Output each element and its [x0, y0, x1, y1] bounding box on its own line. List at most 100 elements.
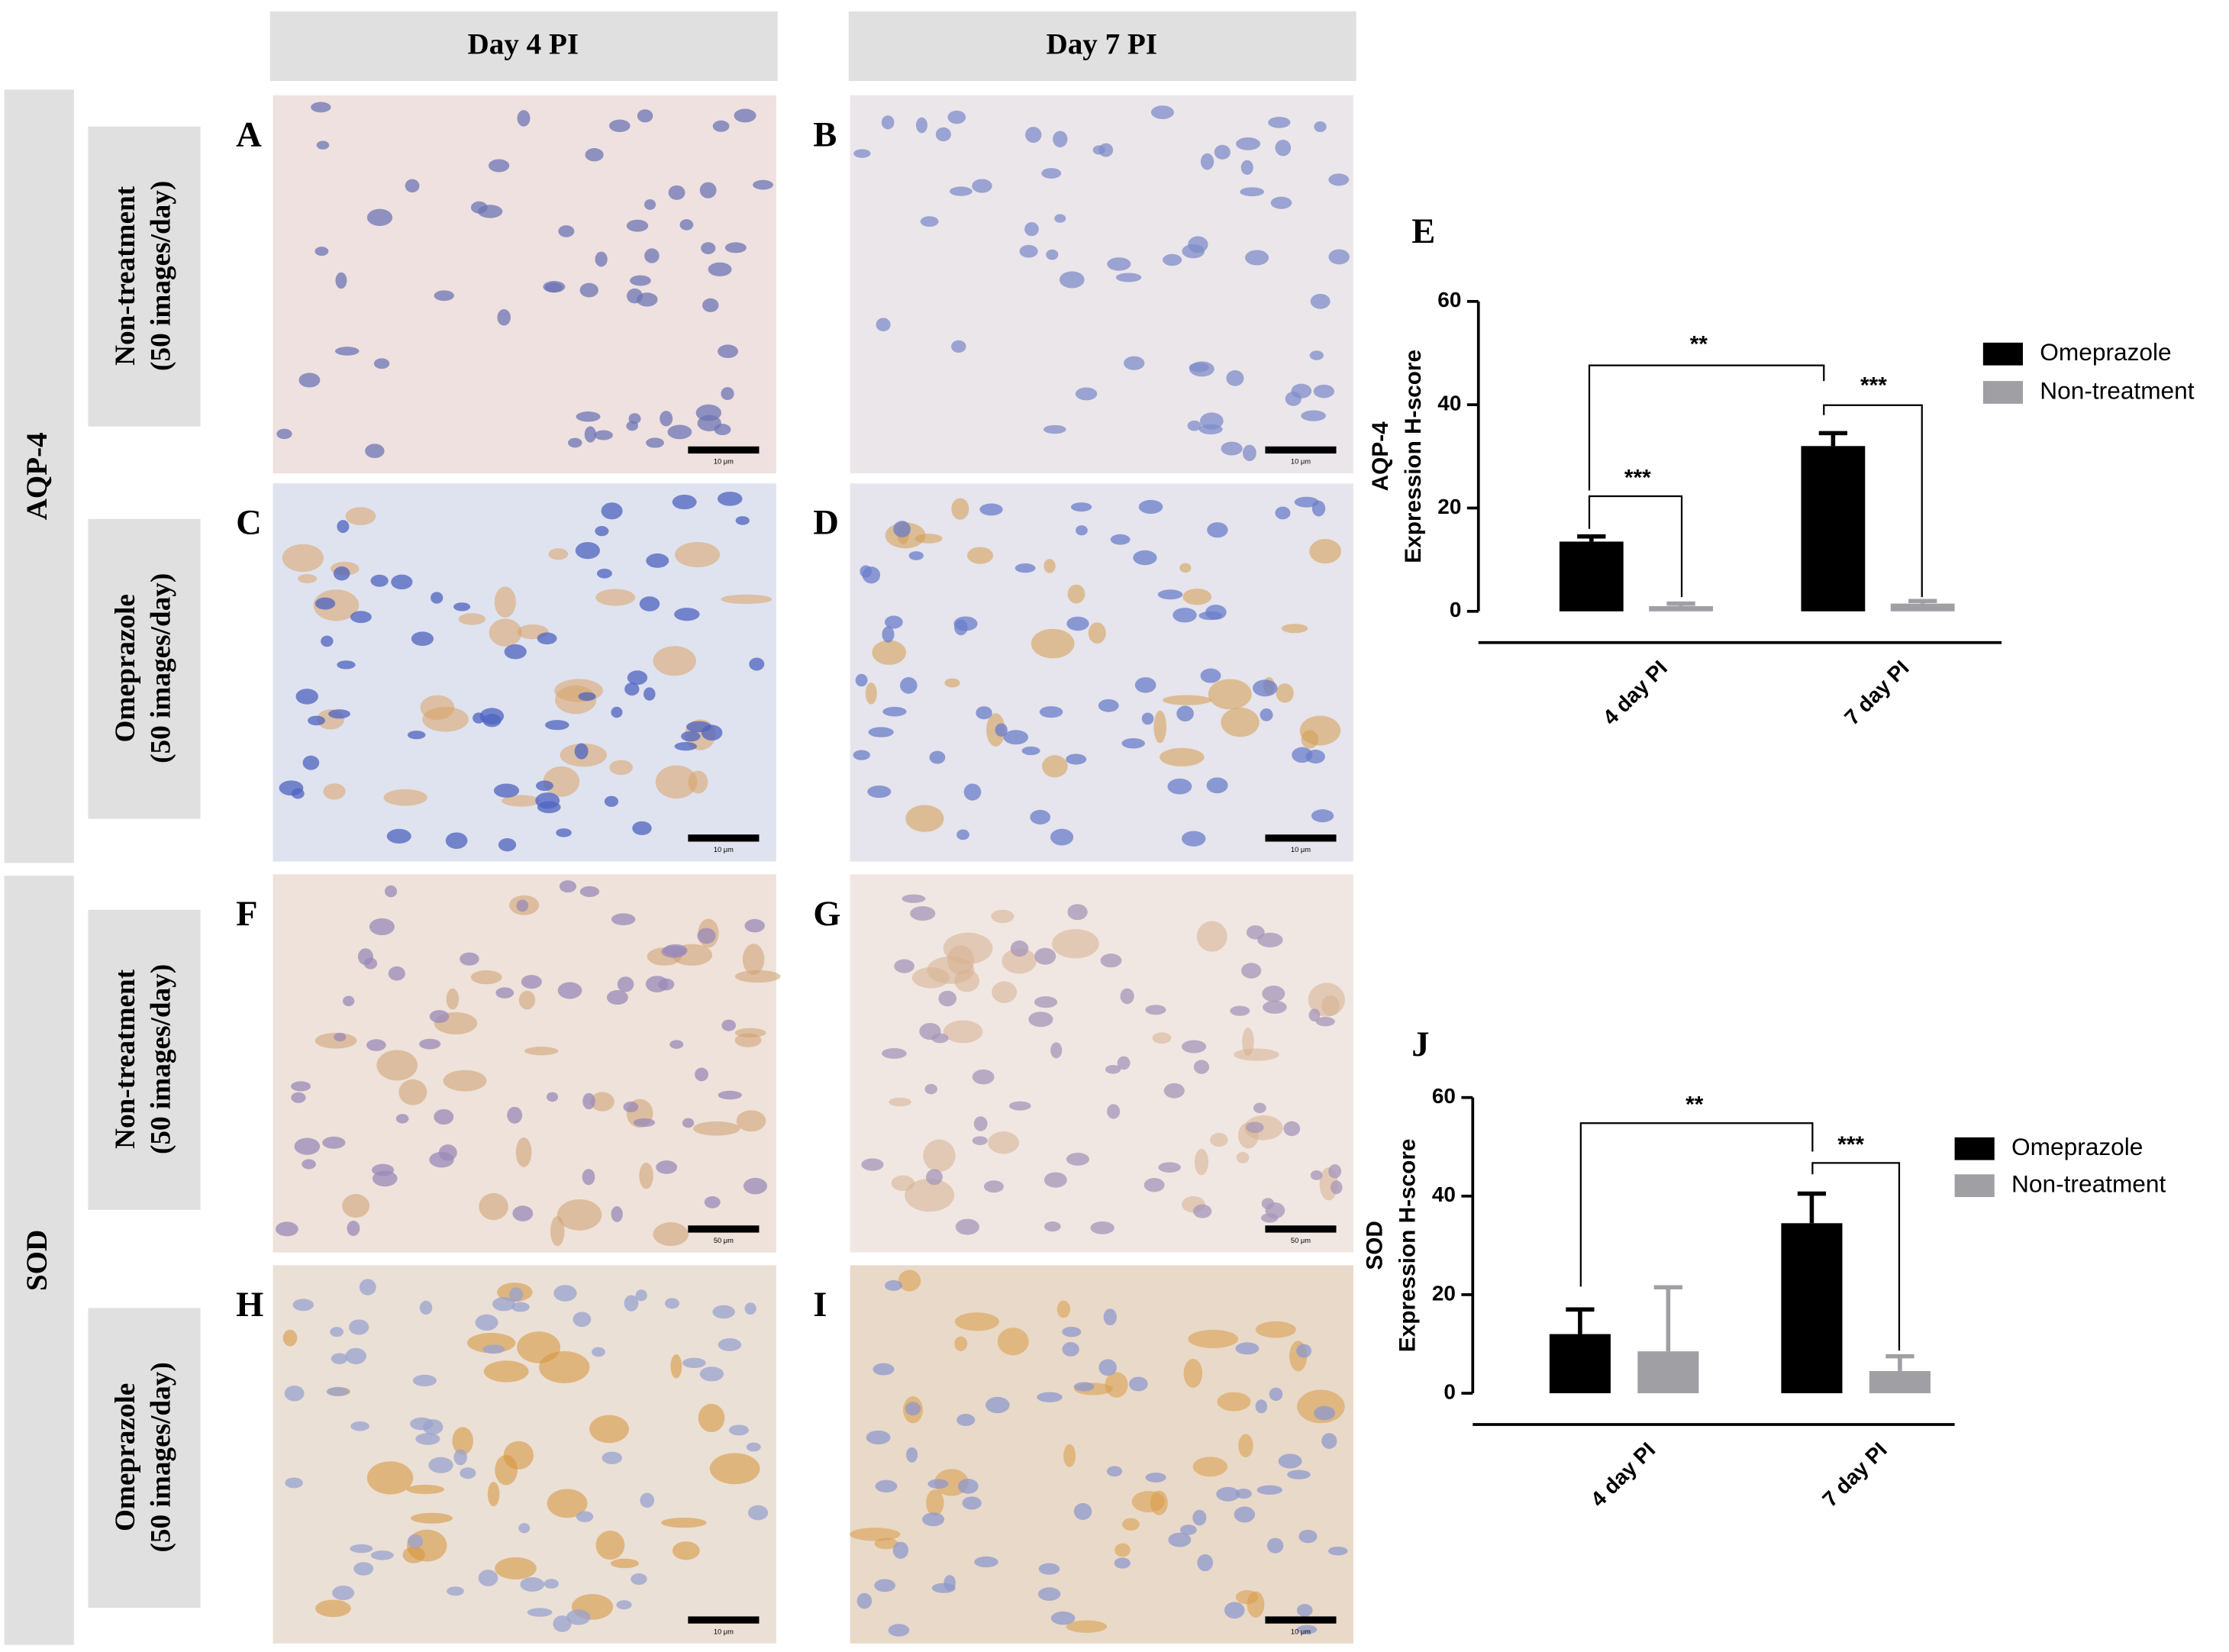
nucleus	[412, 1374, 437, 1387]
stain	[1234, 1048, 1279, 1061]
stain	[954, 1336, 968, 1351]
nucleus	[1246, 1121, 1264, 1134]
stain	[366, 1461, 414, 1495]
legend-label: Omeprazole	[2011, 1133, 2143, 1160]
stain	[515, 1137, 532, 1167]
nucleus	[511, 1302, 530, 1312]
nucleus	[646, 553, 669, 568]
nucleus	[1053, 131, 1068, 147]
nucleus	[337, 520, 350, 534]
nucleus	[553, 1285, 577, 1302]
bar	[1801, 446, 1866, 611]
bar	[1649, 606, 1714, 611]
row-group-label: AQP-4	[21, 432, 53, 520]
panel-letter: I	[813, 1286, 827, 1325]
nucleus	[353, 1562, 374, 1576]
stain	[653, 1222, 689, 1247]
nucleus	[294, 1137, 321, 1155]
significance-bracket	[1811, 1162, 1901, 1351]
nucleus	[718, 1090, 742, 1100]
nucleus	[718, 344, 738, 359]
row-label: Non-treatment	[110, 186, 141, 366]
nucleus	[749, 657, 765, 671]
stain	[1153, 710, 1166, 744]
nucleus	[365, 444, 385, 459]
nucleus	[626, 219, 649, 232]
stain	[1281, 624, 1308, 634]
nucleus	[667, 424, 692, 440]
legend-label: Non-treatment	[2011, 1170, 2166, 1198]
nucleus	[609, 119, 631, 132]
nucleus	[1226, 369, 1244, 386]
nucleus	[1255, 1399, 1268, 1414]
nucleus	[1200, 153, 1214, 170]
nucleus	[1310, 1170, 1323, 1180]
significance-bracket	[1579, 1122, 1814, 1287]
nucleus	[1193, 1060, 1210, 1074]
nucleus	[291, 1081, 311, 1092]
significance-label: ***	[1860, 373, 1887, 398]
stain	[406, 1484, 444, 1495]
nucleus	[559, 880, 577, 893]
nucleus	[734, 108, 756, 123]
nucleus	[1059, 271, 1085, 289]
nucleus	[744, 1302, 756, 1315]
nucleus	[1133, 550, 1157, 566]
stain	[458, 613, 486, 625]
significance-bracket	[1588, 495, 1683, 598]
nucleus	[595, 251, 608, 267]
nucleus	[875, 1479, 898, 1492]
nucleus	[1260, 708, 1273, 721]
nucleus	[1240, 963, 1262, 979]
nucleus	[646, 437, 664, 448]
nucleus	[906, 1447, 918, 1463]
stain	[315, 1599, 351, 1618]
nucleus	[575, 541, 600, 560]
nucleus	[544, 1579, 559, 1589]
nucleus	[894, 959, 915, 973]
nucleus	[556, 828, 572, 837]
nucleus	[1167, 778, 1192, 795]
stain	[1056, 1300, 1070, 1318]
nucleus	[431, 592, 444, 604]
scale-bar	[688, 446, 760, 454]
nucleus	[701, 724, 723, 741]
nucleus	[1019, 244, 1038, 258]
stain	[282, 544, 324, 573]
nucleus	[295, 689, 318, 705]
stain	[315, 1032, 357, 1049]
nucleus	[717, 492, 743, 506]
stain	[736, 1110, 766, 1132]
nucleus	[1224, 1602, 1245, 1619]
nucleus	[1181, 831, 1206, 847]
nucleus	[611, 913, 636, 925]
stain	[954, 1312, 1000, 1331]
nucleus	[861, 1158, 884, 1171]
stain	[323, 783, 346, 800]
nucleus	[321, 635, 334, 647]
nucleus	[893, 521, 911, 537]
nucleus	[308, 715, 326, 726]
nucleus	[935, 127, 951, 142]
y-axis-label: Expression H-score	[1401, 350, 1426, 563]
nucleus	[1263, 1000, 1287, 1014]
nucleus	[916, 117, 927, 134]
nucleus	[574, 743, 589, 760]
nucleus	[1256, 1485, 1282, 1495]
nucleus	[1269, 1387, 1283, 1402]
stain	[1196, 921, 1227, 952]
nucleus	[1261, 1198, 1275, 1210]
y-tick-label: 0	[1444, 1379, 1456, 1403]
nucleus	[1050, 1611, 1076, 1625]
row-label: (50 images/day)	[146, 573, 177, 763]
nucleus	[721, 1019, 737, 1031]
nucleus	[874, 1579, 896, 1592]
significance-label: **	[1690, 331, 1708, 357]
stain	[422, 706, 469, 732]
nucleus	[407, 731, 426, 740]
scale-label: 10 μm	[714, 1628, 734, 1635]
stain	[911, 966, 950, 989]
nucleus	[1098, 699, 1119, 712]
nucleus	[743, 1177, 767, 1195]
stain	[1066, 1620, 1108, 1633]
